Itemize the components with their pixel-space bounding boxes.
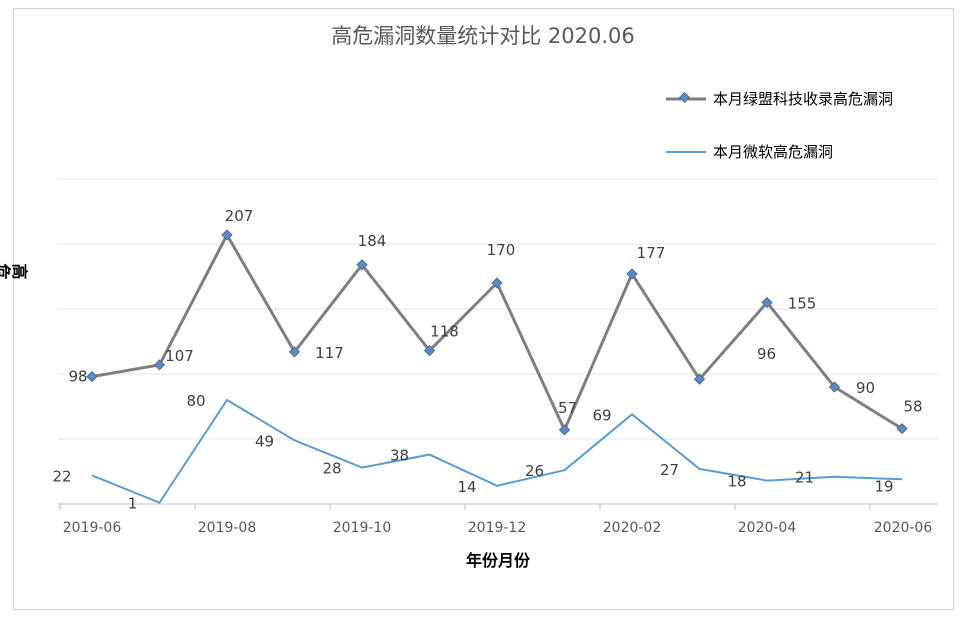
data-label: 96 [757,345,776,363]
data-label: 38 [390,447,409,465]
data-label: 90 [856,379,875,397]
data-label: 118 [430,323,459,341]
legend-label-nsfocus: 本月绿盟科技收录高危漏洞 [713,90,893,108]
data-label: 107 [165,347,194,365]
chart-frame [13,8,954,610]
data-label: 27 [660,461,679,479]
data-label: 57 [558,399,577,417]
data-point-marker [86,370,98,383]
legend: 本月绿盟科技收录高危漏洞 本月微软高危漏洞 [666,90,893,161]
series-line-0 [91,231,903,434]
data-label: 98 [68,368,87,386]
data-label: 49 [255,432,274,450]
x-axis-title: 年份月份 [466,551,531,570]
data-label: 18 [727,473,746,491]
data-label: 155 [788,295,817,313]
data-label: 207 [225,207,254,225]
chart-title: 高危漏洞数量统计对比 2020.06 [331,24,635,48]
x-tick-label: 2019-10 [333,520,392,536]
gridlines [58,178,938,440]
x-tick-label: 2019-06 [63,520,122,536]
data-label: 80 [186,392,205,410]
data-label: 28 [322,460,341,478]
legend-label-microsoft: 本月微软高危漏洞 [713,143,833,161]
data-label: 22 [52,467,71,485]
x-axis: 2019-06 2019-08 2019-10 2019-12 2020-02 2020-… [58,503,938,536]
x-tick-label: 2020-04 [738,520,797,536]
x-tick-label: 2020-02 [603,520,662,536]
data-label: 26 [525,462,544,480]
data-label: 184 [358,232,387,250]
data-point-marker [558,424,571,436]
data-point-marker [828,381,841,393]
series-group: 98 107 207 117 184 118 170 57 177 96 155 90 58 22 1 80 4… [52,207,922,513]
legend-marker-diamond-icon [678,91,691,104]
data-label: 19 [874,477,893,495]
data-point-marker [153,359,166,371]
data-point-marker [896,422,908,435]
data-label: 14 [457,478,476,496]
data-point-marker [491,277,503,289]
data-point-marker [626,268,638,280]
data-point-marker [288,346,301,358]
data-label: 170 [487,241,516,259]
data-label: 117 [315,344,344,362]
data-point-marker [221,229,233,241]
series-line-1 [91,398,903,504]
data-label: 177 [637,244,666,262]
data-point-marker [356,259,368,271]
data-label: 69 [592,406,611,424]
data-point-marker [761,296,773,309]
data-point-marker [423,344,436,357]
data-point-marker [693,373,706,385]
data-label: 1 [128,495,138,513]
x-tick-label: 2020-06 [874,520,933,536]
x-tick-label: 2019-08 [198,520,257,536]
data-label: 21 [795,469,814,487]
data-label: 58 [903,398,922,416]
y-axis-title: 高危漏洞数量（个） [0,261,29,281]
x-tick-label: 2019-12 [468,520,527,536]
